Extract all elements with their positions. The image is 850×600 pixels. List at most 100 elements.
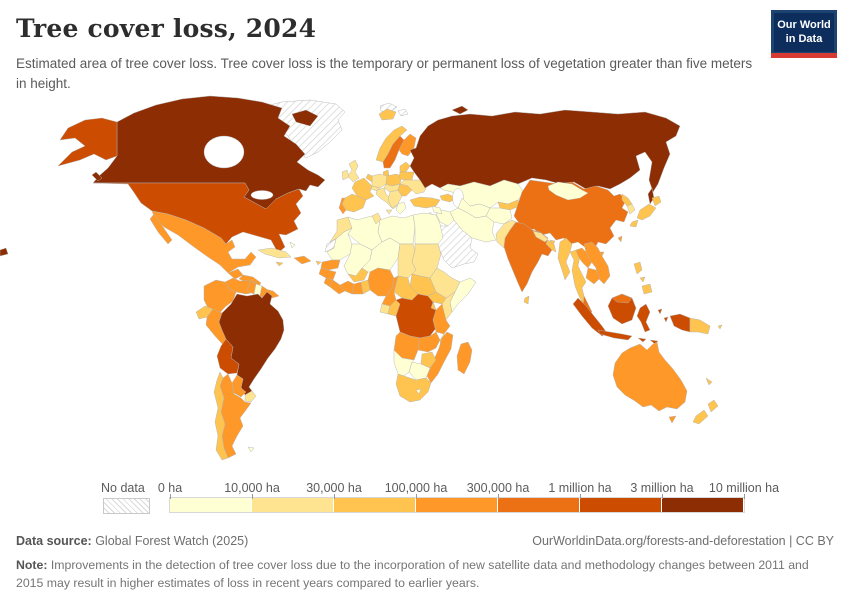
country-south-korea[interactable]: [626, 203, 636, 215]
country-canada-vancouver-island[interactable]: [91, 171, 103, 182]
country-senegal[interactable]: [320, 259, 341, 271]
country-papua-new-guinea[interactable]: [689, 317, 711, 335]
country-lesser-sunda-a[interactable]: [637, 337, 647, 343]
country-alaska[interactable]: [57, 117, 118, 167]
country-libya[interactable]: [377, 214, 416, 245]
owid-logo-red-bar: [771, 53, 837, 58]
country-baltic-states[interactable]: [399, 161, 411, 173]
country-taiwan[interactable]: [617, 235, 623, 243]
country-dr-congo[interactable]: [395, 293, 437, 339]
country-france[interactable]: [351, 177, 375, 201]
map-legend: No data 0 ha 10,000 ha 30,000 ha 100,000 ha…: [0, 478, 850, 518]
legend-bin-4[interactable]: [498, 498, 580, 512]
country-puerto-rico[interactable]: [315, 260, 322, 266]
country-japan-honshu[interactable]: [636, 203, 657, 221]
country-new-caledonia[interactable]: [705, 377, 713, 386]
country-falkland-islands[interactable]: [247, 446, 255, 453]
country-philippines-mindanao[interactable]: [641, 283, 653, 295]
country-myanmar[interactable]: [557, 237, 573, 281]
country-lesotho[interactable]: [415, 388, 422, 395]
legend-no-data-swatch[interactable]: [103, 498, 150, 514]
country-japan-hokkaido[interactable]: [651, 195, 662, 207]
country-iraq[interactable]: [435, 209, 455, 227]
owid-link[interactable]: OurWorldinData.org/forests-and-deforesta…: [532, 534, 834, 548]
country-new-zealand-south[interactable]: [692, 409, 709, 425]
country-sumatra[interactable]: [572, 297, 608, 337]
legend-tick-mark: [252, 494, 253, 499]
country-bahamas[interactable]: [289, 241, 296, 249]
country-moluccas-b[interactable]: [663, 316, 669, 323]
country-iceland[interactable]: [378, 108, 397, 121]
legend-bin-3[interactable]: [416, 498, 498, 512]
country-solomon-islands[interactable]: [717, 324, 723, 330]
country-philippines-visayas[interactable]: [639, 276, 646, 283]
country-syria[interactable]: [431, 205, 443, 215]
country-cambodia[interactable]: [585, 267, 601, 285]
country-russia[interactable]: [409, 109, 681, 193]
country-chile[interactable]: [213, 371, 229, 461]
country-germany[interactable]: [371, 173, 388, 189]
country-novaya-zemlya[interactable]: [451, 105, 469, 115]
country-java[interactable]: [597, 329, 633, 341]
country-south-africa[interactable]: [395, 373, 432, 403]
owid-logo-line2: in Data: [785, 32, 823, 45]
legend-tick-label: 3 million ha: [630, 481, 694, 495]
country-mongolia[interactable]: [547, 181, 589, 201]
country-portugal[interactable]: [338, 197, 347, 215]
legend-bin-5[interactable]: [580, 498, 662, 512]
legend-bin-0[interactable]: [170, 498, 252, 512]
country-jamaica[interactable]: [275, 261, 284, 267]
legend-tick-label: 0 ha: [157, 481, 183, 495]
country-cuba[interactable]: [257, 247, 292, 259]
country-bangladesh[interactable]: [545, 239, 557, 253]
world-choropleth-map[interactable]: [0, 92, 850, 472]
country-australia[interactable]: [612, 341, 688, 412]
legend-tick-label: 10 million ha: [708, 481, 780, 495]
country-moluccas-a[interactable]: [657, 308, 663, 315]
country-sulawesi[interactable]: [636, 303, 651, 333]
legend-bin-6[interactable]: [662, 498, 744, 512]
legend-bin-1[interactable]: [252, 498, 334, 512]
legend-color-bar[interactable]: [169, 497, 745, 513]
country-turkey[interactable]: [409, 196, 441, 209]
country-laos[interactable]: [575, 247, 593, 269]
country-ireland[interactable]: [341, 169, 350, 181]
legend-tick-mark: [334, 494, 335, 499]
country-vietnam[interactable]: [583, 241, 611, 285]
country-uruguay[interactable]: [244, 390, 257, 403]
country-benelux[interactable]: [365, 173, 373, 183]
country-afghanistan[interactable]: [485, 207, 513, 225]
country-nepal[interactable]: [532, 230, 549, 243]
country-borneo-malaysia[interactable]: [611, 293, 633, 304]
country-namibia[interactable]: [393, 349, 415, 377]
country-belarus[interactable]: [398, 171, 415, 181]
country-zimbabwe[interactable]: [420, 351, 437, 369]
country-rwanda-burundi[interactable]: [430, 301, 437, 311]
country-mexico[interactable]: [151, 210, 257, 274]
country-japan-kyushu[interactable]: [629, 219, 639, 228]
country-philippines-luzon[interactable]: [633, 261, 643, 275]
country-greenland[interactable]: [257, 99, 346, 159]
country-bolivia[interactable]: [216, 338, 240, 375]
legend-tick-mark: [416, 494, 417, 499]
country-ukraine[interactable]: [399, 179, 429, 195]
country-new-zealand-north[interactable]: [707, 399, 719, 413]
country-hispaniola[interactable]: [293, 255, 312, 265]
country-greece[interactable]: [395, 201, 407, 215]
country-tunisia[interactable]: [371, 212, 382, 225]
country-baja-california[interactable]: [149, 213, 173, 245]
country-west-papua[interactable]: [669, 313, 691, 333]
country-sri-lanka[interactable]: [523, 295, 530, 305]
country-sicily[interactable]: [385, 209, 393, 215]
country-zambia[interactable]: [417, 331, 441, 353]
country-madagascar[interactable]: [456, 341, 473, 375]
country-canada-arctic-islands[interactable]: [291, 109, 319, 127]
country-india[interactable]: [503, 221, 553, 293]
country-tanzania[interactable]: [432, 303, 451, 335]
country-svalbard[interactable]: [379, 102, 409, 117]
country-united-kingdom[interactable]: [347, 159, 360, 183]
legend-bin-2[interactable]: [334, 498, 416, 512]
country-tasmania[interactable]: [668, 415, 677, 424]
footer-note: Note: Improvements in the detection of t…: [16, 557, 834, 593]
